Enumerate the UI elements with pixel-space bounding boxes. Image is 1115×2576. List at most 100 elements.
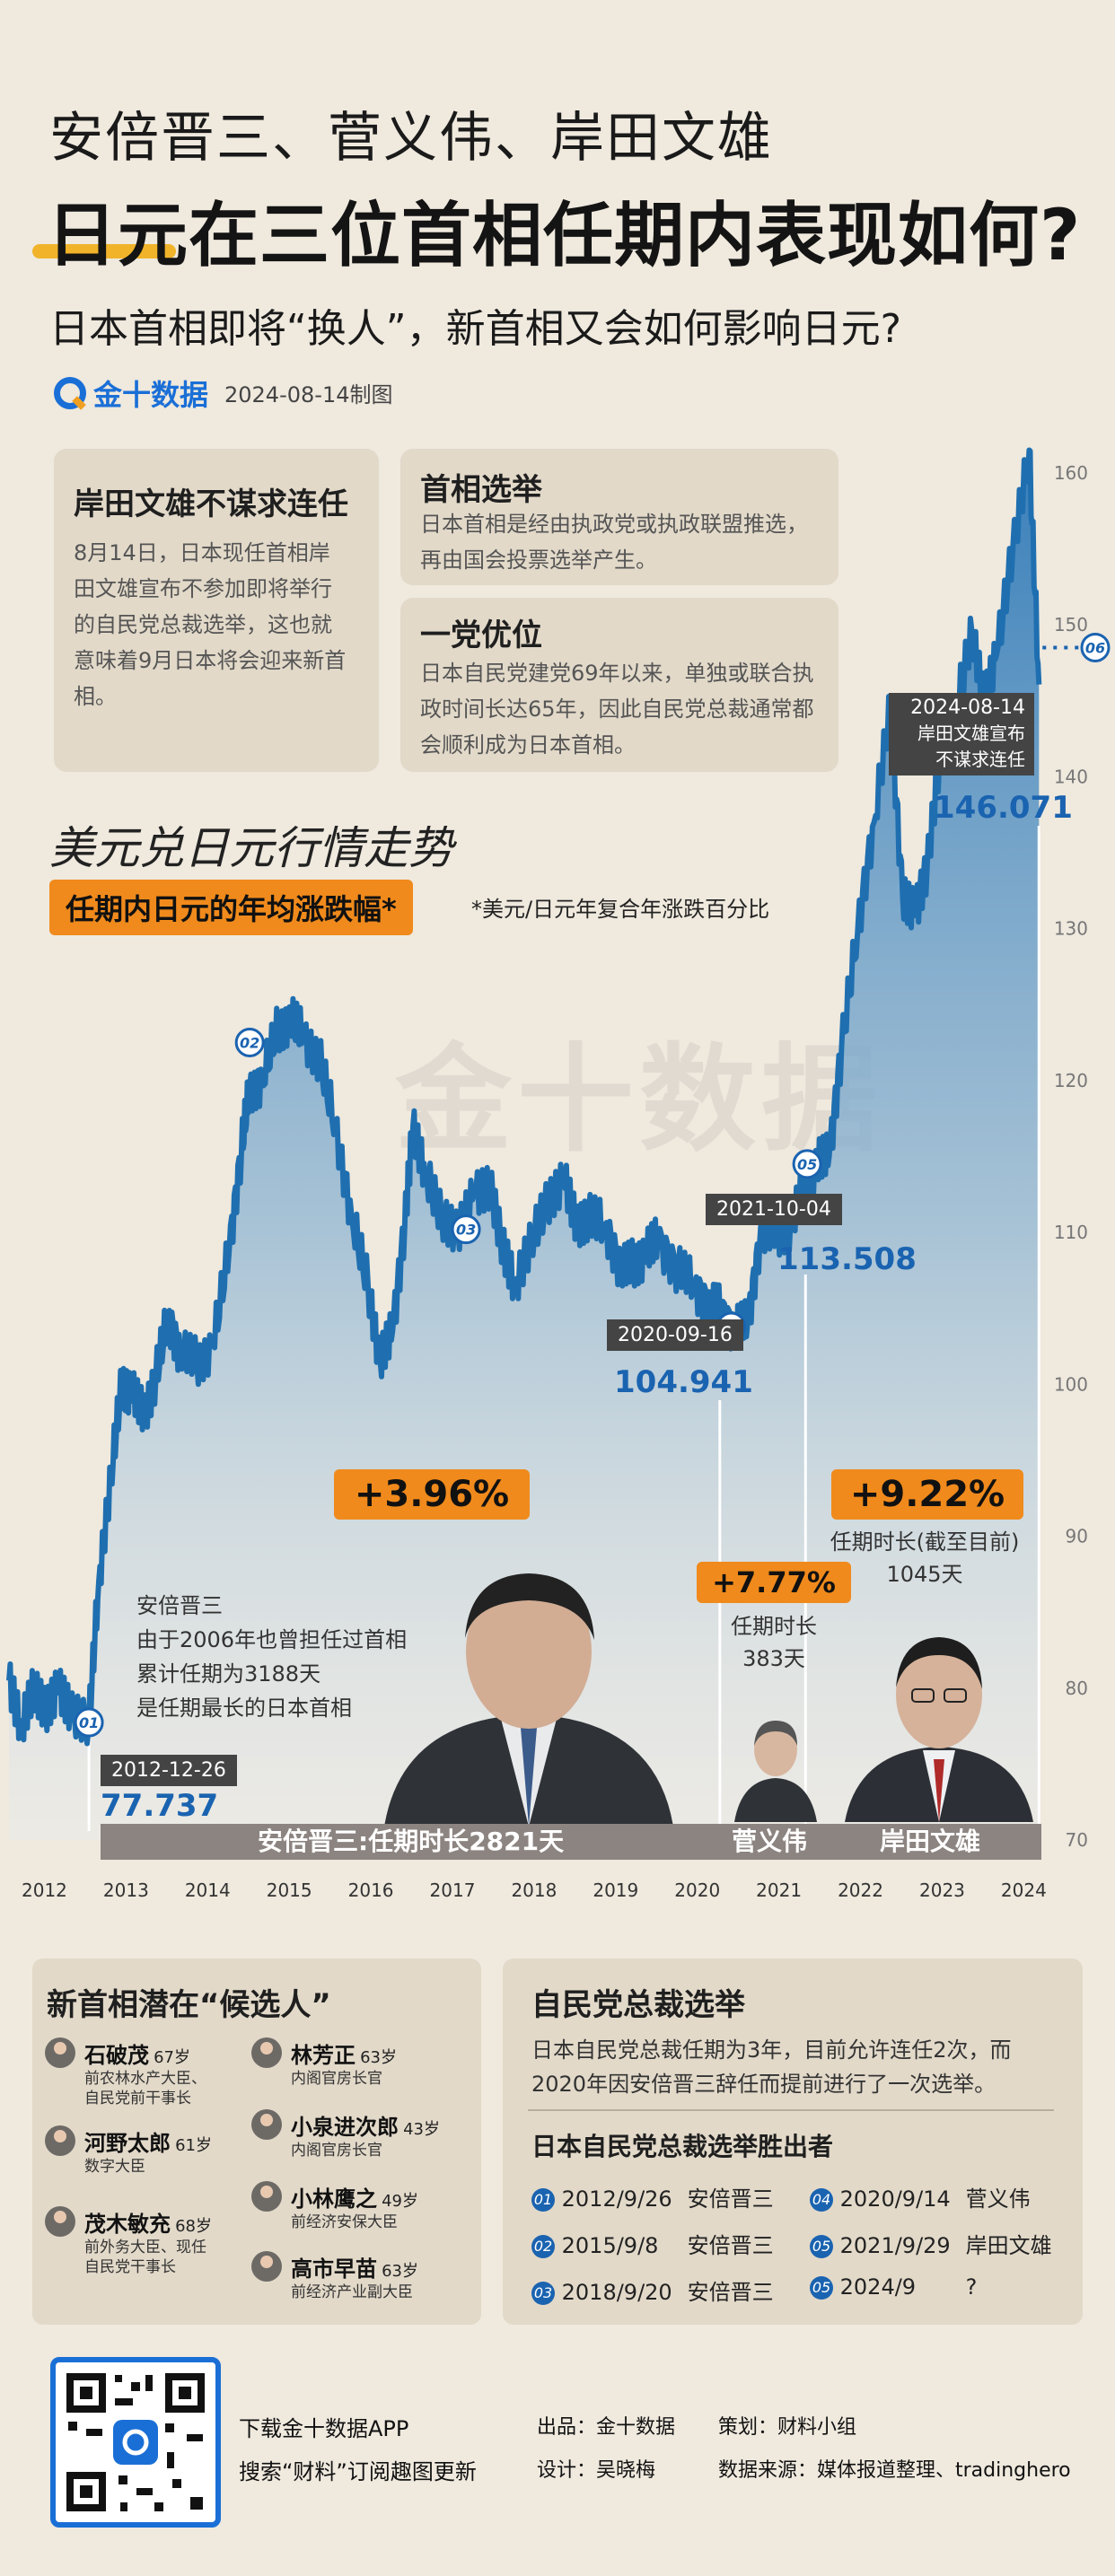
marker-circle bbox=[234, 1027, 265, 1057]
title-highlight bbox=[32, 244, 176, 258]
candidate-item: 高市早苗 63岁 前经济产业副大臣 bbox=[251, 2251, 418, 2302]
x-tick-label: 2021 bbox=[756, 1879, 803, 1901]
change-legend-pill: 任期内日元的年均涨跌幅* bbox=[49, 880, 413, 935]
title-line2: 日元在三位首相任期内表现如何? bbox=[47, 196, 1082, 276]
avatar bbox=[45, 2037, 75, 2068]
series-area bbox=[9, 450, 1040, 1840]
change-note: *美元/日元年复合年涨跌百分比 bbox=[471, 897, 770, 922]
divider bbox=[528, 2109, 1054, 2111]
annot-value-kishida-end: 146.071 bbox=[934, 790, 1073, 826]
annot-date-abe-start: 2012-12-26 bbox=[101, 1755, 237, 1786]
series-line bbox=[6, 447, 1042, 1747]
annot-sub-line: 岸田文雄宣布 bbox=[917, 723, 1025, 744]
logo-icon bbox=[54, 377, 86, 409]
annot-value-kishida-start: 113.508 bbox=[777, 1241, 917, 1277]
marker-circle bbox=[792, 1149, 822, 1179]
winners-title: 日本自民党总裁选举胜出者 bbox=[531, 2132, 834, 2161]
portrait-suga bbox=[734, 1710, 817, 1822]
x-tick-label: 2019 bbox=[593, 1879, 639, 1901]
app-line1: 下载金十数据APP bbox=[239, 2416, 409, 2441]
x-tick-label: 2024 bbox=[1000, 1879, 1047, 1901]
y-tick-label: 120 bbox=[1054, 1070, 1088, 1091]
card-kishida-line: 意味着9月日本将会迎来新首 bbox=[74, 648, 347, 673]
card-party-line: 会顺利成为日本首相。 bbox=[420, 732, 636, 758]
x-tick-label: 2014 bbox=[184, 1879, 231, 1901]
ldp-card: 自民党总裁选举 日本自民党总裁任期为3年，目前允许连任2次，而 2020年因安倍… bbox=[503, 1958, 1083, 2325]
card-party-line: 政时间长达65年，因此自民党总裁通常都 bbox=[420, 697, 814, 722]
avatar bbox=[45, 2206, 75, 2237]
y-tick-label: 150 bbox=[1054, 614, 1088, 635]
tenure-suga-days: 383天 bbox=[742, 1646, 805, 1671]
ldp-title: 自民党总裁选举 bbox=[531, 1987, 745, 2023]
card-kishida-line: 田文雄宣布不参加即将举行 bbox=[74, 576, 332, 601]
candidates-card: 新首相潜在“候选人” 石破茂 67岁 前农林水产大臣、 自民党前干事长 河野太郎… bbox=[32, 1958, 481, 2325]
credit-producer: 出品：金十数据 bbox=[537, 2416, 676, 2439]
abe-note-line: 由于2006年也曾担任过首相 bbox=[136, 1627, 408, 1652]
x-tick-label: 2020 bbox=[674, 1879, 721, 1901]
marker-circle bbox=[1080, 632, 1111, 662]
subtitle: 日本首相即将“换人”，新首相又会如何影响日元? bbox=[49, 306, 901, 352]
y-tick-label: 160 bbox=[1054, 462, 1088, 484]
card-election-line: 日本首相是经由执政党或执政联盟推选， bbox=[420, 512, 808, 537]
band-suga: 菅义伟 bbox=[732, 1827, 808, 1856]
card-kishida-line: 8月14日，日本现任首相岸 bbox=[74, 540, 330, 565]
abe-note-line: 是任期最长的日本首相 bbox=[136, 1695, 352, 1721]
winner-row: 05 2021/9/29 岸田文雄 bbox=[810, 2228, 1052, 2259]
y-tick-label: 100 bbox=[1054, 1373, 1088, 1395]
winner-row: 03 2018/9/20 安倍晋三 bbox=[531, 2274, 774, 2306]
qr-code bbox=[50, 2357, 221, 2528]
portrait-kishida bbox=[840, 1625, 1038, 1822]
brand-logo: 金十数据 bbox=[54, 372, 208, 414]
app-line2: 搜索“财料”订阅趣图更新 bbox=[239, 2459, 477, 2484]
x-tick-label: 2022 bbox=[838, 1879, 883, 1901]
card-party-line: 日本自民党建党69年以来，单独或联合执 bbox=[420, 661, 814, 686]
card-election: 首相选举 日本首相是经由执政党或执政联盟推选， 再由国会投票选举产生。 bbox=[400, 449, 838, 585]
credit-designer: 设计：吴晓梅 bbox=[537, 2459, 656, 2482]
abe-note: 安倍晋三 由于2006年也曾担任过首相 累计任期为3188天 是任期最长的日本首… bbox=[136, 1589, 407, 1725]
chart-title: 美元兑日元行情走势 bbox=[49, 822, 453, 874]
card-kishida-title: 岸田文雄不谋求连任 bbox=[74, 486, 348, 522]
y-tick-label: 110 bbox=[1054, 1222, 1088, 1243]
card-party-title: 一党优位 bbox=[420, 618, 542, 653]
change-kishida: +9.22% bbox=[831, 1469, 1023, 1520]
x-tick-label: 2018 bbox=[511, 1879, 558, 1901]
y-tick-label: 90 bbox=[1066, 1526, 1088, 1547]
x-tick-label: 2016 bbox=[347, 1879, 394, 1901]
avatar bbox=[45, 2125, 75, 2156]
abe-note-line: 累计任期为3188天 bbox=[136, 1661, 321, 1687]
chart-date: 2024-08-14制图 bbox=[224, 382, 393, 407]
card-election-line: 再由国会投票选举产生。 bbox=[420, 548, 657, 573]
candidate-item: 小林鹰之 49岁 前经济安保大臣 bbox=[251, 2181, 418, 2232]
marker-label: 02 bbox=[240, 1034, 259, 1051]
avatar bbox=[251, 2251, 282, 2282]
annot-date-suga-start: 2020-09-16 bbox=[607, 1319, 743, 1351]
x-tick-label: 2015 bbox=[266, 1879, 312, 1901]
credit-source: 数据来源：媒体报道整理、tradinghero bbox=[718, 2459, 1071, 2482]
annot-date-kishida-start: 2021-10-04 bbox=[706, 1194, 842, 1225]
marker-circle bbox=[451, 1214, 481, 1245]
credit-planner: 策划：财料小组 bbox=[718, 2416, 857, 2439]
marker-label: 06 bbox=[1085, 639, 1105, 656]
y-tick-label: 70 bbox=[1066, 1829, 1088, 1851]
annot-sub-line: 不谋求连任 bbox=[935, 749, 1025, 770]
tenure-suga: 任期时长 383天 bbox=[718, 1610, 830, 1675]
candidate-item: 石破茂 67岁 前农林水产大臣、 自民党前干事长 bbox=[45, 2037, 206, 2108]
x-tick-label: 2017 bbox=[429, 1879, 476, 1901]
card-election-title: 首相选举 bbox=[420, 472, 542, 508]
term-band: 安倍晋三:任期时长2821天 菅义伟 岸田文雄 bbox=[101, 1824, 1041, 1860]
tenure-kishida: 任期时长(截至目前) 1045天 bbox=[817, 1526, 1032, 1590]
marker-label: 03 bbox=[456, 1222, 476, 1239]
y-tick-label: 80 bbox=[1066, 1678, 1088, 1699]
candidates-title: 新首相潜在“候选人” bbox=[47, 1987, 331, 2023]
tenure-suga-label: 任期时长 bbox=[731, 1614, 817, 1639]
candidate-item: 小泉进次郎 43岁 内阁官房长官 bbox=[251, 2109, 440, 2160]
avatar bbox=[251, 2109, 282, 2140]
title-line1: 安倍晋三、菅义伟、岸田文雄 bbox=[49, 107, 773, 170]
avatar bbox=[251, 2181, 282, 2212]
ldp-body-line: 2020年因安倍晋三辞任而提前进行了一次选举。 bbox=[531, 2072, 996, 2097]
winner-row: 02 2015/9/8 安倍晋三 bbox=[531, 2228, 774, 2259]
winner-row: 04 2020/9/14 菅义伟 bbox=[810, 2181, 1031, 2212]
annot-date-kishida-end: 2024-08-14 bbox=[910, 697, 1025, 719]
marker-circle bbox=[74, 1707, 104, 1738]
